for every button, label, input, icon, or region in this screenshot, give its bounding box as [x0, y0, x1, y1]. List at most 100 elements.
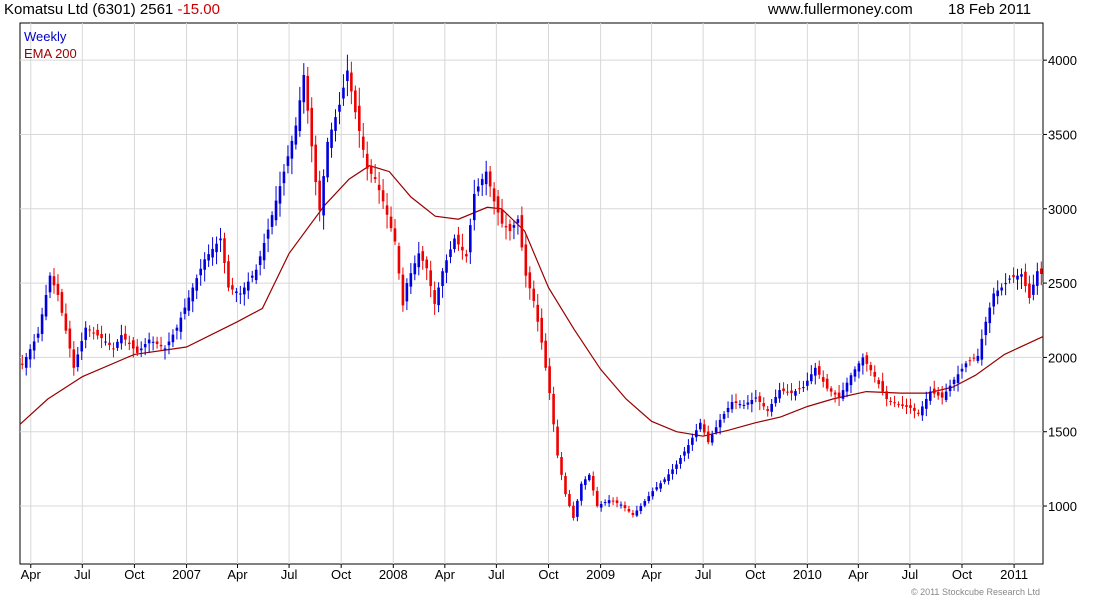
candle-body	[631, 512, 635, 515]
candle-up	[84, 321, 88, 349]
candle-body	[548, 366, 551, 394]
candle-up	[171, 329, 175, 348]
candle-down	[397, 242, 401, 280]
candle-up	[207, 244, 210, 267]
candle-up	[925, 391, 928, 417]
candle-body	[44, 294, 48, 317]
candle-body	[536, 304, 540, 322]
candle-body	[120, 335, 123, 344]
candle-body	[243, 287, 246, 295]
candle-body	[623, 505, 627, 509]
candle-body	[104, 341, 107, 343]
candle-down	[702, 419, 706, 436]
candle-down	[520, 206, 524, 251]
candle-body	[607, 500, 611, 504]
chart-date: 18 Feb 2011	[948, 1, 1032, 18]
candle-body	[627, 509, 631, 512]
candle-body	[1040, 268, 1043, 275]
candle-down	[532, 280, 536, 308]
candle-body	[528, 272, 532, 289]
candle-body	[262, 242, 266, 261]
candle-down	[1040, 261, 1043, 286]
candle-body	[163, 348, 167, 350]
candle-down	[786, 384, 789, 396]
candle-down	[72, 341, 76, 376]
candle-down	[869, 361, 873, 376]
candle-body	[996, 290, 999, 297]
candle-body	[718, 419, 722, 428]
candle-body	[833, 392, 837, 395]
candle-body	[476, 186, 480, 192]
candle-body	[175, 327, 179, 331]
candle-body	[377, 184, 381, 191]
candle-up	[857, 360, 861, 379]
candle-down	[556, 419, 559, 459]
candle-up	[469, 218, 472, 264]
y-tick-label: 1000	[1048, 499, 1077, 514]
candle-body	[393, 228, 397, 242]
candle-body	[116, 341, 119, 348]
candle-body	[1036, 271, 1039, 286]
candle-body	[68, 328, 72, 349]
candle-body	[647, 496, 651, 502]
candle-up	[746, 395, 750, 410]
candle-up	[996, 280, 999, 305]
candle-body	[837, 392, 841, 398]
candle-body	[853, 369, 857, 377]
x-tick-label: Apr	[641, 567, 662, 582]
candle-up	[120, 324, 123, 350]
candle-down	[135, 339, 139, 357]
x-tick-label: Oct	[952, 567, 973, 582]
candle-body	[865, 355, 869, 364]
candle-body	[112, 348, 115, 350]
candle-body	[88, 329, 91, 331]
candle-up	[794, 388, 797, 401]
candle-up	[36, 326, 40, 343]
candle-body	[246, 281, 250, 291]
candle-body	[500, 209, 504, 224]
candle-body	[346, 70, 349, 82]
candle-body	[976, 355, 980, 361]
candle-up	[976, 348, 980, 364]
candle-down	[231, 277, 234, 295]
candle-body	[980, 338, 984, 360]
candle-up	[282, 164, 286, 196]
x-tick-label: Apr	[227, 567, 248, 582]
candle-up	[584, 476, 587, 490]
candle-up	[778, 382, 781, 403]
candle-down	[552, 386, 555, 432]
candle-up	[774, 389, 777, 407]
candle-body	[714, 427, 718, 433]
candle-down	[100, 325, 103, 348]
candle-up	[730, 394, 734, 413]
candle-down	[528, 266, 532, 300]
copyright: © 2011 Stockcube Research Ltd	[911, 587, 1040, 597]
candle-body	[433, 290, 436, 304]
candle-body	[20, 363, 24, 365]
candle-body	[829, 388, 833, 392]
candle-body	[155, 341, 159, 345]
candle-up	[147, 332, 151, 354]
candle-body	[147, 339, 151, 344]
candle-body	[203, 259, 206, 270]
candle-body	[187, 297, 191, 311]
candle-body	[401, 274, 405, 306]
candle-body	[413, 263, 417, 275]
candle-body	[1020, 274, 1023, 277]
candle-down	[492, 182, 496, 215]
candle-up	[770, 399, 773, 417]
candle-body	[556, 426, 559, 456]
candle-up	[322, 169, 325, 230]
candle-up	[639, 503, 643, 515]
candle-body	[734, 401, 738, 403]
candle-body	[750, 400, 754, 405]
candle-up	[802, 380, 805, 392]
candle-body	[968, 360, 972, 362]
candle-body	[159, 344, 163, 347]
candle-down	[905, 398, 908, 415]
candle-up	[235, 287, 238, 303]
candle-down	[706, 425, 710, 445]
candle-body	[72, 349, 76, 368]
candle-body	[928, 391, 932, 401]
candle-body	[568, 494, 571, 507]
